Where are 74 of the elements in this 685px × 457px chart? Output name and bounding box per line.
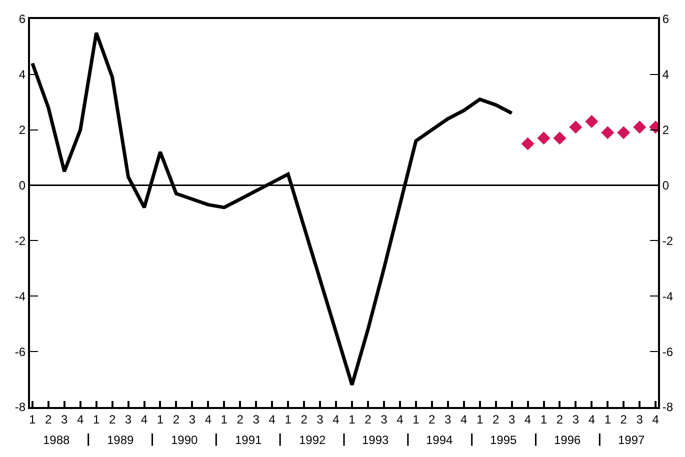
x-tick-label: 1	[156, 412, 164, 426]
y2-tick-label: -8	[662, 400, 674, 414]
x-tick-label: 3	[636, 412, 644, 426]
text: 1991	[235, 433, 262, 447]
y-tick-label: 0	[18, 178, 26, 192]
text: 1997	[618, 433, 646, 447]
point	[617, 126, 630, 140]
y-tick-label: 6	[18, 12, 26, 26]
y2-tick-label: 6	[662, 12, 670, 26]
x-tick-label: 1	[284, 412, 292, 426]
x-tick-label: 3	[508, 412, 516, 426]
y-tick-label: -4	[14, 289, 26, 304]
y2-tick-label: 4	[662, 68, 670, 82]
y-tick-label: -6	[14, 344, 26, 359]
x-tick-label: 1	[92, 412, 100, 426]
point	[633, 120, 646, 134]
y-tick-label: 4	[18, 68, 26, 82]
x-tick-label: 3	[380, 412, 388, 426]
x-tick-label: 1	[348, 412, 356, 426]
x-tick-label: 4	[588, 412, 596, 426]
point	[537, 132, 550, 145]
x-tick-label: 4	[140, 412, 148, 426]
x-tick-label: 3	[444, 412, 452, 426]
x-tick-label: 1	[412, 412, 420, 426]
text: 1996	[554, 433, 582, 447]
text: 1989	[107, 433, 134, 447]
y-tick-label: 2	[18, 123, 26, 138]
text: 1990	[171, 433, 198, 447]
point	[601, 126, 614, 140]
text: 1993	[362, 433, 390, 447]
text: 1994	[426, 433, 454, 447]
x-tick-label: 3	[252, 412, 260, 426]
x-tick-label: 3	[572, 412, 580, 426]
x-tick-label: 1	[604, 412, 612, 426]
y-tick-label: -2	[14, 234, 26, 248]
point	[569, 120, 582, 134]
x-tick-label: 2	[620, 412, 628, 426]
x-tick-label: 3	[124, 412, 132, 426]
y2-tick-label: 0	[662, 178, 670, 192]
x-tick-label: 2	[108, 412, 116, 426]
x-tick-label: 2	[428, 412, 436, 426]
x-tick-label: 4	[524, 412, 532, 426]
x-tick-label: 2	[236, 412, 244, 426]
x-tick-label: 2	[556, 412, 564, 426]
x-tick-label: 2	[364, 412, 372, 426]
point	[521, 137, 534, 150]
x-tick-label: 2	[300, 412, 308, 426]
x-tick-label: 4	[204, 412, 212, 426]
x-tick-label: 4	[396, 412, 404, 426]
text: 1995	[490, 433, 518, 447]
x-tick-label: 4	[460, 412, 468, 426]
x-tick-label: 4	[332, 412, 340, 426]
x-tick-label: 1	[540, 412, 548, 426]
x-tick-label: 3	[61, 412, 68, 426]
x-tick-label: 4	[268, 412, 276, 426]
y2-tick-label: -4	[662, 289, 674, 304]
x-tick-label: 3	[316, 412, 324, 426]
y-tick-label: -8	[14, 400, 26, 414]
x-tick-label: 3	[188, 412, 196, 426]
text: 1988	[43, 433, 70, 447]
x-tick-label: 1	[476, 412, 484, 426]
x-tick-label: 4	[652, 412, 660, 426]
x-tick-label: 1	[220, 412, 228, 426]
x-tick-label: 2	[172, 412, 180, 426]
y2-tick-label: 2	[662, 123, 670, 138]
text: 1992	[299, 433, 326, 447]
point	[585, 115, 598, 128]
y2-tick-label: -6	[662, 344, 674, 359]
x-tick-label: 1	[29, 412, 36, 426]
x-tick-label: 4	[76, 412, 84, 426]
x-tick-label: 2	[45, 412, 52, 426]
x-tick-label: 2	[492, 412, 500, 426]
y2-tick-label: -2	[662, 234, 674, 248]
point	[553, 132, 566, 145]
